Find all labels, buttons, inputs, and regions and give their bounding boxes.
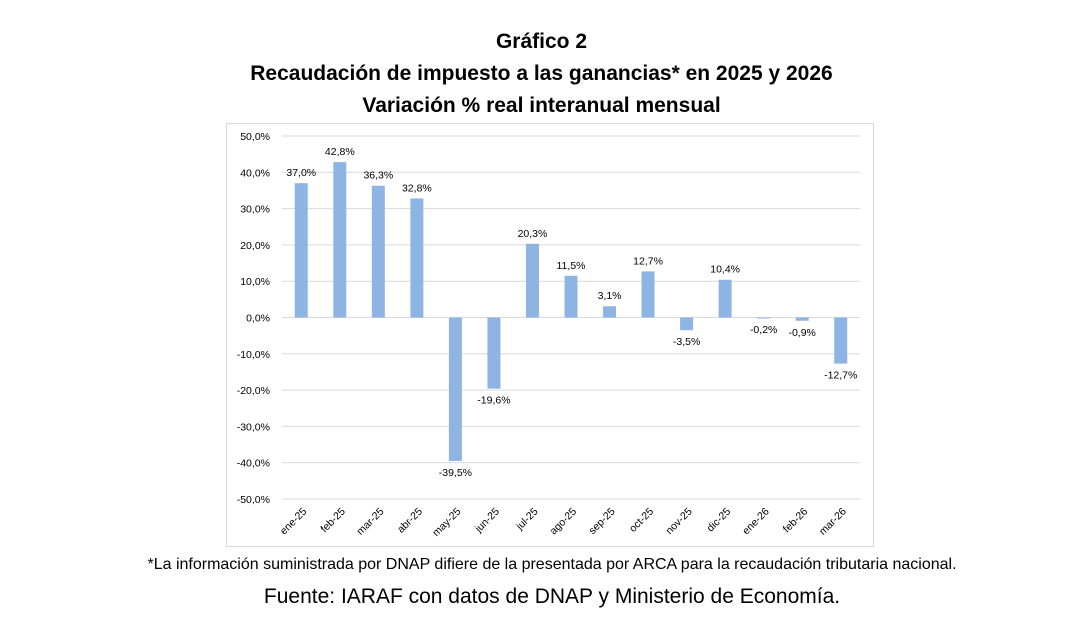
data-label: -39,5% — [439, 467, 472, 479]
footnote: *La información suministrada por DNAP di… — [147, 556, 957, 573]
y-tick-label: 20,0% — [240, 240, 270, 252]
y-tick-label: 30,0% — [240, 204, 270, 216]
plot-border — [226, 123, 874, 547]
y-tick-label: -40,0% — [237, 458, 270, 470]
y-tick-label: 40,0% — [240, 167, 270, 179]
data-label: 12,7% — [633, 255, 663, 267]
x-tick-label: feb-25 — [318, 506, 348, 536]
y-tick-label: -20,0% — [237, 385, 270, 397]
data-label: 36,3% — [363, 170, 393, 182]
x-tick-label: oct-25 — [627, 506, 656, 535]
x-tick-label: may-25 — [430, 506, 463, 539]
x-tick-label: abr-25 — [395, 506, 425, 536]
data-label: 10,4% — [710, 264, 740, 276]
data-label: -3,5% — [673, 336, 700, 348]
data-label: 42,8% — [325, 146, 355, 158]
bar — [448, 317, 462, 461]
bar — [834, 317, 848, 364]
bar — [757, 317, 771, 319]
data-label: 20,3% — [518, 228, 548, 240]
x-tick-label: feb-26 — [781, 506, 811, 536]
x-tick-label: mar-26 — [817, 506, 849, 538]
source-note: Fuente: IARAF con datos de DNAP y Minist… — [263, 585, 841, 608]
x-tick-label: ene-25 — [278, 506, 310, 538]
data-label: 11,5% — [557, 260, 586, 272]
bar — [525, 243, 539, 318]
bar — [564, 275, 578, 318]
y-tick-label: 0,0% — [246, 313, 270, 325]
bar — [487, 317, 501, 389]
y-tick-label: -50,0% — [237, 494, 270, 506]
bar — [603, 306, 617, 318]
x-tick-label: nov-25 — [664, 506, 695, 537]
y-tick-label: 50,0% — [240, 131, 270, 143]
x-tick-label: dic-25 — [705, 506, 734, 535]
bar — [795, 317, 809, 321]
data-label: -19,6% — [477, 395, 510, 407]
bar — [294, 183, 308, 318]
bar — [410, 198, 424, 318]
y-tick-label: -10,0% — [237, 349, 270, 361]
data-label: 32,8% — [402, 182, 432, 194]
y-tick-label: 10,0% — [240, 276, 270, 288]
bar — [333, 162, 347, 318]
x-tick-label: mar-25 — [354, 506, 386, 538]
x-tick-label: sep-25 — [586, 506, 617, 537]
data-label: -0,2% — [750, 324, 777, 336]
chart-subtitle: Recaudación de impuesto a las ganancias*… — [250, 62, 833, 85]
data-label: -12,7% — [824, 370, 857, 382]
x-tick-label: ene-26 — [740, 506, 772, 538]
x-tick-label: jul-25 — [513, 506, 540, 533]
bar — [371, 185, 385, 318]
chart-subtitle-2: Variación % real interanual mensual — [362, 94, 721, 117]
x-tick-label: jun-25 — [472, 506, 502, 536]
data-label: 37,0% — [286, 167, 316, 179]
bar — [641, 271, 655, 318]
data-label: -0,9% — [788, 327, 815, 339]
chart-title: Gráfico 2 — [495, 30, 588, 53]
bar — [718, 279, 732, 318]
bar — [680, 317, 694, 331]
y-tick-label: -30,0% — [237, 421, 270, 433]
data-label: 3,1% — [598, 290, 622, 302]
x-tick-label: ago-25 — [548, 506, 580, 538]
